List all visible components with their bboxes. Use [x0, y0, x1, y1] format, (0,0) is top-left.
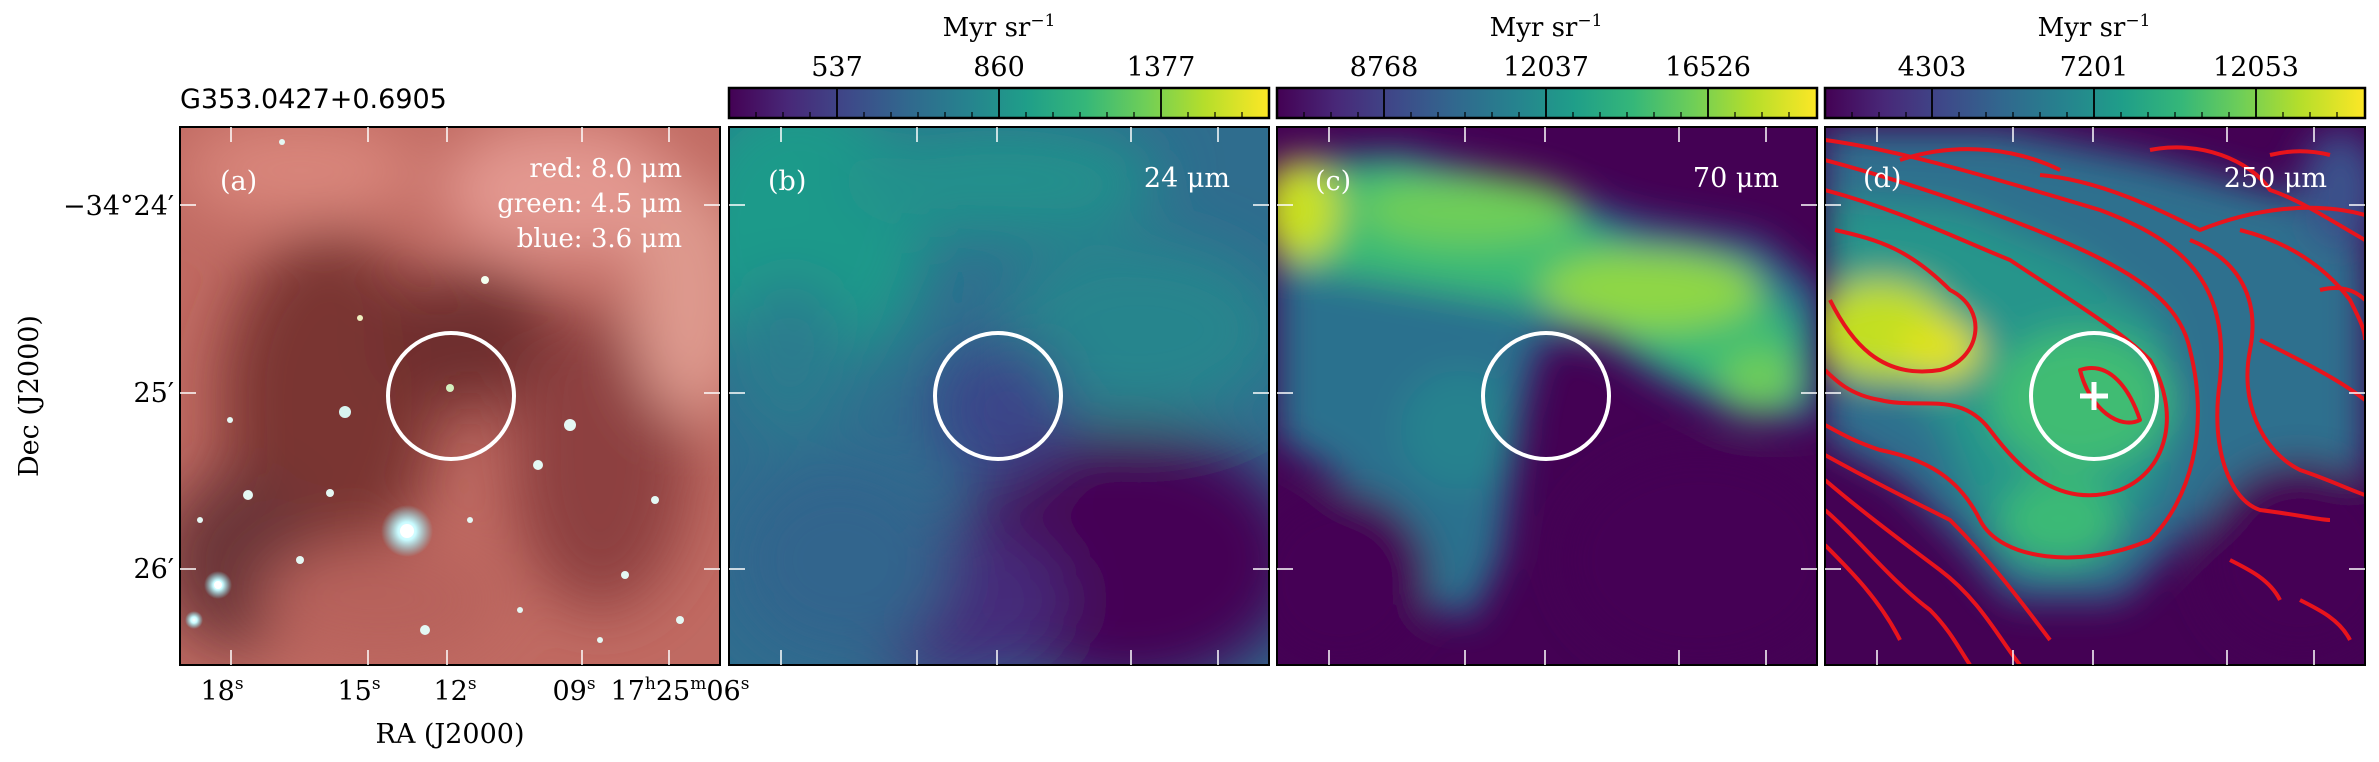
panel-band: 250 μm	[2224, 163, 2327, 194]
ra-tick-label: 09s	[552, 674, 595, 707]
x-axis-title: RA (J2000)	[375, 719, 524, 750]
target-circle	[2029, 331, 2159, 461]
colorbar-tick: 12037	[1503, 52, 1589, 83]
panel-a-image	[180, 127, 720, 665]
colorbar-b: 537 860 1377 Myr sr−1	[727, 11, 1271, 120]
legend-blue: blue: 3.6 μm	[517, 224, 682, 254]
panel-letter: (c)	[1315, 166, 1351, 197]
ra-tick-label: 12s	[433, 674, 476, 707]
colorbar-tick: 7201	[2060, 52, 2129, 83]
legend-red: red: 8.0 μm	[529, 154, 682, 184]
ra-tick-label: 17h25m06s	[611, 674, 750, 707]
colorbar-tick: 537	[811, 52, 863, 83]
panel-c: (c) 70 μm 8768 12037 16526 Myr sr−1	[1275, 11, 1819, 666]
panel-band: 24 μm	[1144, 163, 1230, 194]
target-circle	[386, 331, 516, 461]
panel-b-image	[729, 127, 1269, 665]
panel-d-image	[1825, 127, 2365, 665]
panel-letter: (d)	[1863, 163, 1901, 194]
colorbar-c: 8768 12037 16526 Myr sr−1	[1275, 11, 1819, 120]
colorbar-tick: 4303	[1898, 52, 1967, 83]
dec-tick-label: −34°24′	[63, 191, 174, 222]
ra-tick-label: 15s	[337, 674, 380, 707]
ra-ticks: 18s 15s 12s 09s 17h25m06s	[200, 674, 749, 707]
dec-tick-label: 25′	[134, 378, 175, 409]
colorbar-d: 4303 7201 12053 Myr sr−1	[1823, 11, 2367, 120]
colorbar-tick: 1377	[1127, 52, 1196, 83]
colorbar-tick: 8768	[1350, 52, 1419, 83]
panel-a: (a) red: 8.0 μm green: 4.5 μm blue: 3.6 …	[179, 126, 721, 666]
panel-letter: (b)	[768, 166, 806, 197]
contours	[1825, 138, 2365, 665]
target-circle	[1481, 331, 1611, 461]
colorbar-tick: 860	[973, 52, 1025, 83]
colorbar-unit: Myr sr−1	[943, 11, 1056, 43]
panel-band: 70 μm	[1693, 163, 1779, 194]
dec-tick-label: 26′	[134, 554, 175, 585]
panel-letter: (a)	[220, 166, 257, 197]
peak-marker	[2080, 382, 2108, 410]
colorbar-unit: Myr sr−1	[1490, 11, 1603, 43]
ra-tick-label: 18s	[200, 674, 243, 707]
colorbar-tick: 12053	[2213, 52, 2299, 83]
panel-d: (d) 250 μm 4303 7201 12053 Myr sr−1	[1823, 11, 2367, 666]
source-name: G353.0427+0.6905	[180, 84, 447, 115]
colorbar-unit: Myr sr−1	[2038, 11, 2151, 43]
panel-ticks	[180, 127, 2365, 665]
target-circle	[933, 331, 1063, 461]
y-axis-title: Dec (J2000)	[14, 315, 45, 477]
panel-b: (b) 24 μm 537 860 1377 Myr sr−1	[727, 11, 1271, 666]
panel-c-image	[1277, 127, 1817, 665]
legend-green: green: 4.5 μm	[497, 189, 682, 219]
colorbar-tick: 16526	[1665, 52, 1751, 83]
